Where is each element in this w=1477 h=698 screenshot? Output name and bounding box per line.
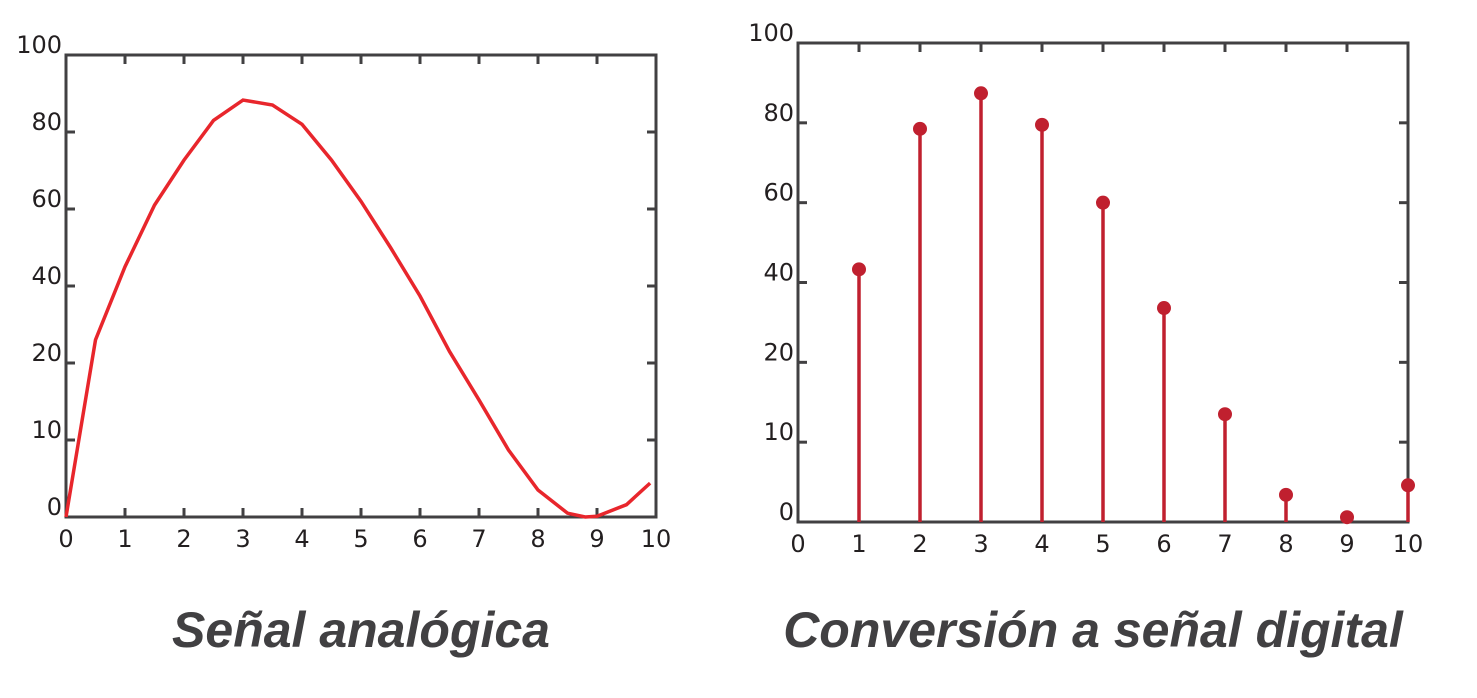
x-tick-label: 2 [912,530,927,558]
x-tick-label: 9 [589,525,604,553]
sample-point [1279,487,1293,502]
x-tick-label: 0 [58,525,73,553]
chart-title: Señal analógica [172,602,550,658]
x-tick-label: 10 [641,525,672,553]
y-tick-label: 10 [763,418,794,446]
sample-point [1157,301,1171,316]
x-tick-label: 7 [471,525,486,553]
sample-point [852,262,866,277]
y-tick-label: 60 [31,185,62,213]
sample-point [1218,407,1232,422]
y-tick-label: 60 [763,179,794,207]
x-tick-label: 2 [176,525,191,553]
sample-point [1096,195,1110,210]
x-tick-label: 4 [1034,530,1049,558]
y-tick-label: 40 [31,262,62,290]
x-tick-label: 0 [790,530,805,558]
x-tick-label: 9 [1339,530,1354,558]
y-tick-label: 100 [748,19,794,47]
y-tick-label: 20 [31,339,62,367]
y-tick-label: 0 [779,498,794,526]
x-tick-label: 5 [1095,530,1110,558]
plot-frame [64,53,658,519]
x-tick-label: 1 [851,530,866,558]
sample-point [1035,117,1049,132]
y-tick-label: 80 [31,108,62,136]
x-tick-label: 6 [1156,530,1171,558]
y-tick-label: 40 [763,259,794,287]
chart-title: Conversión a señal digital [783,602,1404,658]
y-tick-label: 20 [763,338,794,366]
x-tick-label: 8 [1278,530,1293,558]
y-tick-label: 10 [31,416,62,444]
x-tick-label: 3 [235,525,250,553]
sample-point [1401,478,1415,493]
x-tick-label: 1 [117,525,132,553]
x-tick-label: 8 [530,525,545,553]
x-tick-label: 7 [1217,530,1232,558]
x-tick-label: 4 [294,525,309,553]
x-tick-label: 10 [1393,530,1424,558]
sample-point [974,86,988,101]
x-tick-label: 3 [973,530,988,558]
y-tick-label: 80 [763,99,794,127]
signal-line [64,98,652,519]
sample-point [913,121,927,136]
y-tick-label: 100 [16,31,62,59]
x-tick-label: 6 [412,525,427,553]
sample-point [1340,510,1354,525]
y-tick-label: 0 [47,493,62,521]
x-tick-label: 5 [353,525,368,553]
